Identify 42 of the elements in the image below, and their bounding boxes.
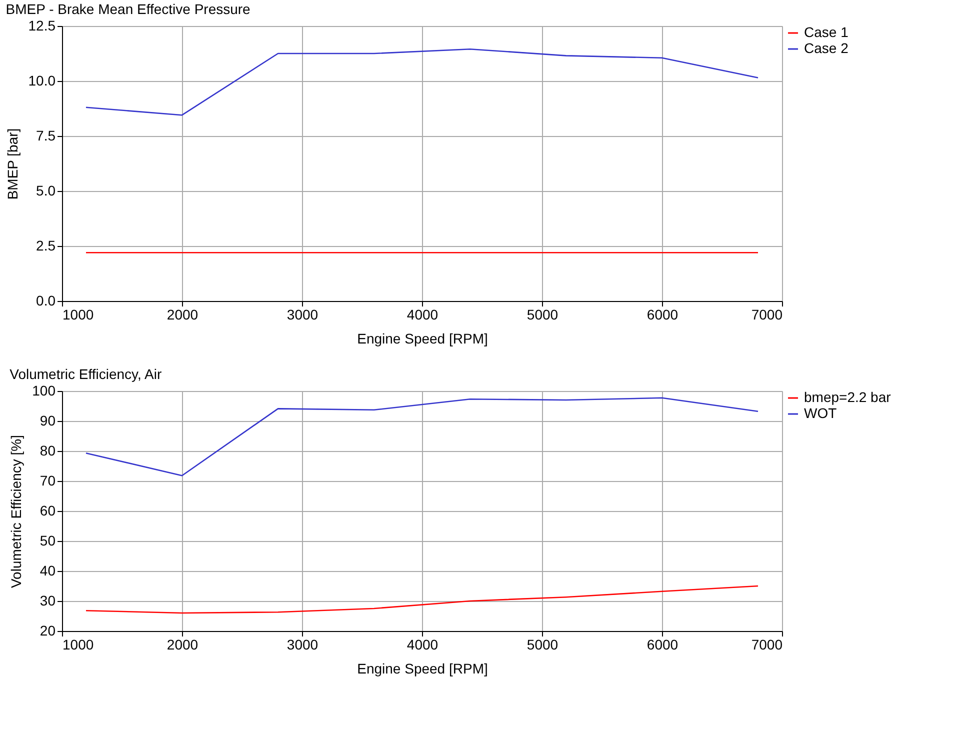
x-tick-label: 2000 — [166, 306, 198, 322]
x-tick-label: 1000 — [62, 636, 94, 652]
x-axis-title: Engine Speed [RPM] — [357, 660, 488, 676]
y-tick-label: 0.0 — [36, 292, 56, 308]
line-series — [85, 585, 759, 614]
x-tick-label: 3000 — [286, 636, 318, 652]
x-tick-label: 1000 — [62, 306, 94, 322]
legend-label: Case 2 — [804, 40, 849, 56]
y-tick-label: 70 — [40, 472, 56, 488]
x-tick-label: 3000 — [286, 306, 318, 322]
line-series — [85, 48, 759, 116]
legend-label: WOT — [804, 405, 838, 421]
x-tick-label: 5000 — [526, 636, 558, 652]
y-tick-label: 80 — [40, 442, 56, 458]
line-series — [85, 397, 759, 476]
y-tick-label: 2.5 — [36, 238, 56, 254]
x-tick-label: 6000 — [646, 306, 678, 322]
chart-title: BMEP - Brake Mean Effective Pressure — [6, 1, 251, 17]
y-tick-label: 50 — [40, 532, 56, 548]
y-tick-label: 90 — [40, 412, 56, 428]
x-tick-label: 6000 — [646, 636, 678, 652]
x-tick-label: 4000 — [406, 306, 438, 322]
y-tick-label: 20 — [40, 622, 56, 638]
x-tick-label: 5000 — [526, 306, 558, 322]
y-tick-label: 12.5 — [28, 18, 56, 34]
legend-label: Case 1 — [804, 24, 849, 40]
x-tick-label: 7000 — [751, 636, 783, 652]
x-tick-label: 7000 — [751, 306, 783, 322]
y-tick-label: 5.0 — [36, 182, 56, 198]
y-tick-label: 30 — [40, 592, 56, 608]
y-axis-title: BMEP [bar] — [4, 128, 20, 200]
y-tick-label: 40 — [40, 562, 56, 578]
y-tick-label: 60 — [40, 502, 56, 518]
y-axis-title: Volumetric Efficiency [%] — [8, 434, 24, 588]
y-tick-label: 100 — [32, 382, 56, 398]
x-tick-label: 4000 — [406, 636, 438, 652]
y-tick-label: 10.0 — [28, 72, 56, 88]
chart-title: Volumetric Efficiency, Air — [10, 366, 162, 382]
y-tick-label: 7.5 — [36, 128, 56, 144]
legend-label: bmep=2.2 bar — [804, 389, 892, 405]
x-axis-title: Engine Speed [RPM] — [357, 330, 488, 346]
x-tick-label: 2000 — [166, 636, 198, 652]
